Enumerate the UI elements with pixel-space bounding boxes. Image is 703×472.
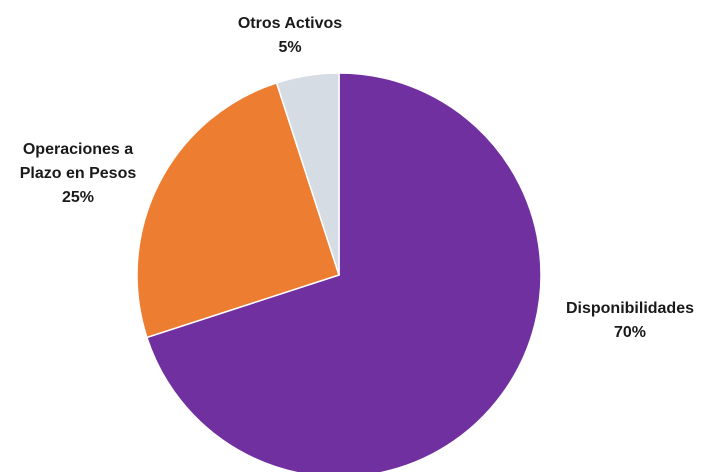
slice-category-label-0: Disponibilidades <box>566 300 694 317</box>
slice-percent-label-1: 25% <box>62 189 94 206</box>
slice-percent-label-2: 5% <box>278 39 301 56</box>
pie-slice-0 <box>145 72 542 472</box>
slice-category-label-2: Otros Activos <box>238 15 342 32</box>
slice-percent-label-0: 70% <box>614 324 646 341</box>
slice-category-label-1: Plazo en Pesos <box>20 165 137 182</box>
pie-slice-2 <box>275 72 340 276</box>
slice-category-label-1: Operaciones a <box>23 141 133 158</box>
pie-slice-1 <box>136 81 340 339</box>
